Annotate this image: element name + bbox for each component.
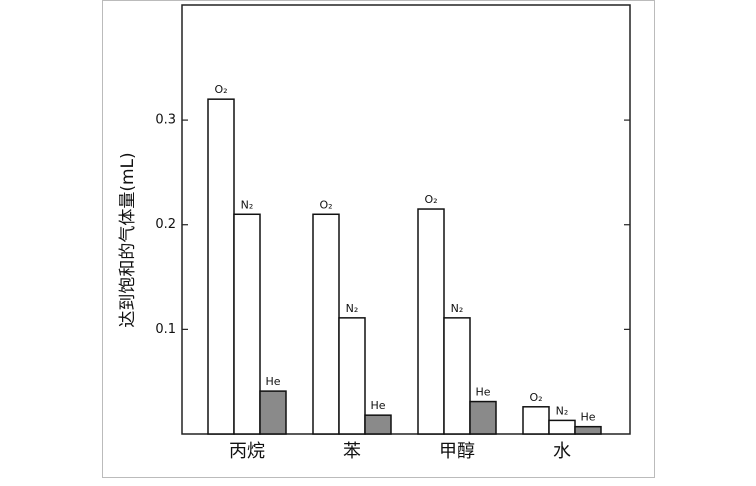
bar-series-label: He: [370, 399, 385, 412]
bar-series-label: N₂: [556, 404, 569, 417]
bar-series-label: He: [475, 386, 490, 399]
image-border: [102, 0, 655, 478]
y-tick-label: 0.3: [155, 113, 176, 128]
y-tick-label: 0.2: [155, 217, 176, 232]
bar-series-label: O₂: [529, 391, 542, 404]
bar: [417, 208, 445, 435]
x-tick-label: 苯: [343, 441, 361, 462]
x-tick-label: 甲醇: [439, 441, 475, 462]
bar-series-label: O₂: [319, 198, 332, 211]
bar: [548, 419, 576, 435]
bar: [312, 213, 340, 435]
bar: [338, 317, 366, 435]
bar: [469, 400, 497, 435]
bar-series-label: He: [580, 411, 595, 424]
x-tick-label: 水: [553, 441, 571, 462]
bar: [364, 414, 392, 435]
x-tick-label: 丙烷: [229, 441, 265, 462]
bar: [522, 406, 550, 435]
y-tick-label: 0.1: [155, 322, 176, 337]
bar: [443, 317, 471, 435]
bar: [574, 425, 602, 435]
bar-series-label: O₂: [214, 83, 227, 96]
bar-series-label: He: [265, 375, 280, 388]
bar-series-label: N₂: [346, 302, 359, 315]
bar-series-label: N₂: [241, 198, 254, 211]
y-axis-label: 达到饱和的气体量(mL): [118, 152, 138, 327]
bar: [233, 213, 261, 435]
bar-series-label: O₂: [424, 193, 437, 206]
plot-frame: [181, 4, 631, 435]
bar: [207, 98, 235, 435]
bar-series-label: N₂: [451, 302, 464, 315]
bar: [259, 390, 287, 435]
